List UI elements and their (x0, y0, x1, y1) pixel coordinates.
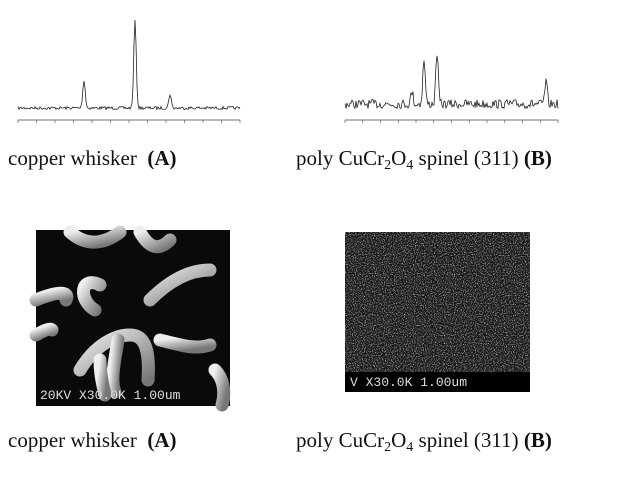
sem-image-a: 20KV X30.0K 1.00um (29, 225, 231, 412)
scale-text: V X30.0K 1.00um (350, 375, 467, 390)
caption-text: copper whisker (8, 428, 137, 452)
caption-label: (B) (523, 428, 552, 452)
sem-image-b: V X30.0K 1.00um (345, 232, 530, 392)
caption-text: copper whisker (8, 146, 137, 170)
caption-label: (B) (523, 146, 552, 170)
xrd-pattern-a (17, 19, 241, 123)
caption-text: spinel (311) (413, 146, 524, 170)
xrd-pattern-b (344, 55, 559, 123)
caption-text: 2 (384, 440, 392, 455)
caption-label: (A) (147, 428, 177, 452)
caption-label: (A) (147, 146, 177, 170)
caption-text: 4 (406, 158, 414, 173)
scale-text: 20KV X30.0K 1.00um (40, 388, 181, 403)
caption: copper whisker (A) (8, 146, 177, 171)
caption: poly CuCr2O4 spinel (311) (B) (296, 146, 552, 174)
caption-text: 4 (406, 440, 414, 455)
caption-text: spinel (311) (413, 428, 524, 452)
caption-text: O (391, 146, 407, 170)
caption: poly CuCr2O4 spinel (311) (B) (296, 428, 552, 456)
caption-text: O (391, 428, 407, 452)
caption-text: poly CuCr (296, 146, 385, 170)
caption-text: 2 (384, 158, 392, 173)
caption: copper whisker (A) (8, 428, 177, 453)
caption-text: poly CuCr (296, 428, 385, 452)
